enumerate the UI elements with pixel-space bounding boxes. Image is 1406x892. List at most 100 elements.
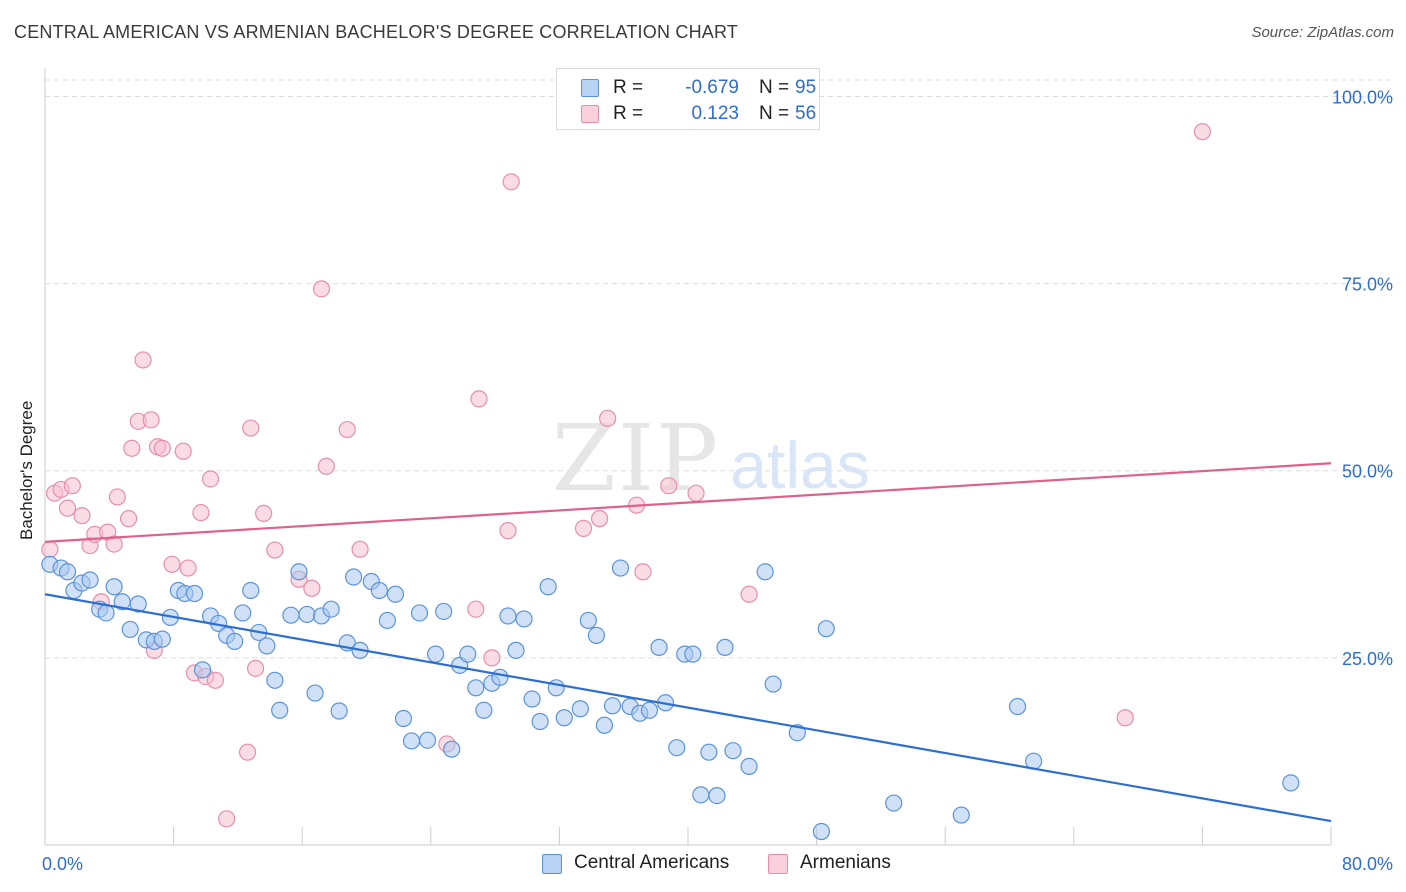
y-tick-label: 50.0% [1342,462,1393,482]
data-point-central-americans [531,712,549,731]
data-point-central-americans [708,786,726,805]
data-point-armenians [41,540,59,558]
series-legend: Central Americans Armenians [0,852,1406,878]
data-point-armenians [63,477,81,495]
data-point-central-americans [547,679,565,697]
data-point-central-americans [386,585,405,603]
data-point-central-americans [298,605,316,624]
data-point-armenians [73,507,91,525]
data-point-central-americans [153,630,171,648]
data-point-central-americans [571,700,589,718]
data-point-central-americans [266,671,284,689]
trend-line-central-americans [44,593,1332,823]
data-point-armenians [192,504,210,522]
legend-swatch-pink [581,105,599,123]
data-point-central-americans [322,600,340,618]
series-central-americans [41,555,1300,841]
legend-r-label: R = [613,103,644,124]
data-point-central-americans [330,702,348,720]
data-point-central-americans [129,595,147,613]
data-point-central-americans [515,610,533,628]
data-point-armenians [201,470,220,488]
data-point-central-americans [193,661,212,679]
trend-lines [44,462,1332,823]
data-point-armenians [123,439,141,457]
data-point-central-americans [700,743,718,761]
y-axis-label: Bachelor's Degree [17,400,36,540]
data-point-central-americans [282,606,300,624]
data-point-central-americans [402,732,421,750]
data-point-central-americans [345,568,363,586]
data-point-central-americans [427,645,445,663]
data-point-central-americans [459,645,477,663]
data-point-central-americans [640,701,659,719]
legend-n-value: 95 [795,77,817,98]
data-point-armenians [206,671,224,689]
data-point-central-americans [410,604,429,622]
data-point-central-americans [817,620,835,638]
data-point-central-americans [467,679,485,697]
data-point-armenians [58,499,77,517]
data-point-armenians [266,541,284,559]
data-point-central-americans [764,675,782,693]
x-tick-label: 0.0% [42,854,83,874]
data-point-armenians [134,351,152,369]
x-tick-label: 80.0% [1342,854,1393,874]
data-point-central-americans [1282,774,1300,792]
data-point-central-americans [523,690,541,708]
data-point-armenians [142,411,160,429]
data-point-central-americans [740,757,758,776]
data-point-armenians [502,173,520,191]
data-point-central-americans [370,581,388,600]
legend-r-label: R = [613,77,644,98]
data-point-armenians [105,535,123,553]
data-point-armenians [303,579,321,597]
correlation-legend: R = -0.679 N = 95 R = 0.123 N = 56 [556,68,820,130]
data-point-armenians [660,477,678,495]
data-point-central-americans [756,563,774,581]
data-point-armenians [574,519,593,537]
data-point-armenians [483,649,501,667]
data-point-central-americans [499,607,517,625]
data-point-central-americans [885,794,903,812]
data-point-armenians [499,522,517,540]
data-point-armenians [317,457,335,475]
data-point-central-americans [234,604,252,622]
data-point-armenians [351,540,369,558]
data-point-central-americans [952,806,970,824]
data-point-central-americans [378,611,396,630]
y-tick-label: 75.0% [1342,275,1393,295]
data-point-armenians [242,419,260,437]
data-point-armenians [740,585,758,603]
tick-labels: 25.0% 50.0% 75.0% 100.0% 0.0% 80.0% [42,87,1393,874]
data-point-central-americans [611,559,630,577]
data-point-armenians [108,488,126,506]
data-point-central-americans [587,626,605,645]
series-armenians [41,123,1212,828]
data-point-central-americans [692,786,710,804]
data-point-central-americans [306,684,324,702]
data-point-central-americans [1008,697,1027,716]
y-tick-label: 100.0% [1332,87,1393,107]
data-point-central-americans [716,638,734,656]
axes [44,68,1332,846]
data-point-central-americans [491,668,509,686]
data-point-armenians [255,504,273,523]
data-point-central-americans [242,581,260,600]
source-label: Source: ZipAtlas.com [1251,24,1394,41]
data-point-central-americans [724,742,742,760]
data-point-central-americans [650,638,668,656]
data-point-armenians [218,810,236,828]
legend-n-value: 56 [795,103,817,124]
legend-swatch-blue [581,79,599,97]
data-point-armenians [312,280,331,298]
data-point-central-americans [435,602,453,621]
data-point-central-americans [812,822,831,841]
data-point-central-americans [290,563,308,581]
data-point-central-americans [595,716,614,734]
data-point-armenians [174,442,192,460]
data-point-central-americans [507,641,525,659]
data-point-central-americans [121,620,139,639]
data-point-armenians [163,555,181,573]
